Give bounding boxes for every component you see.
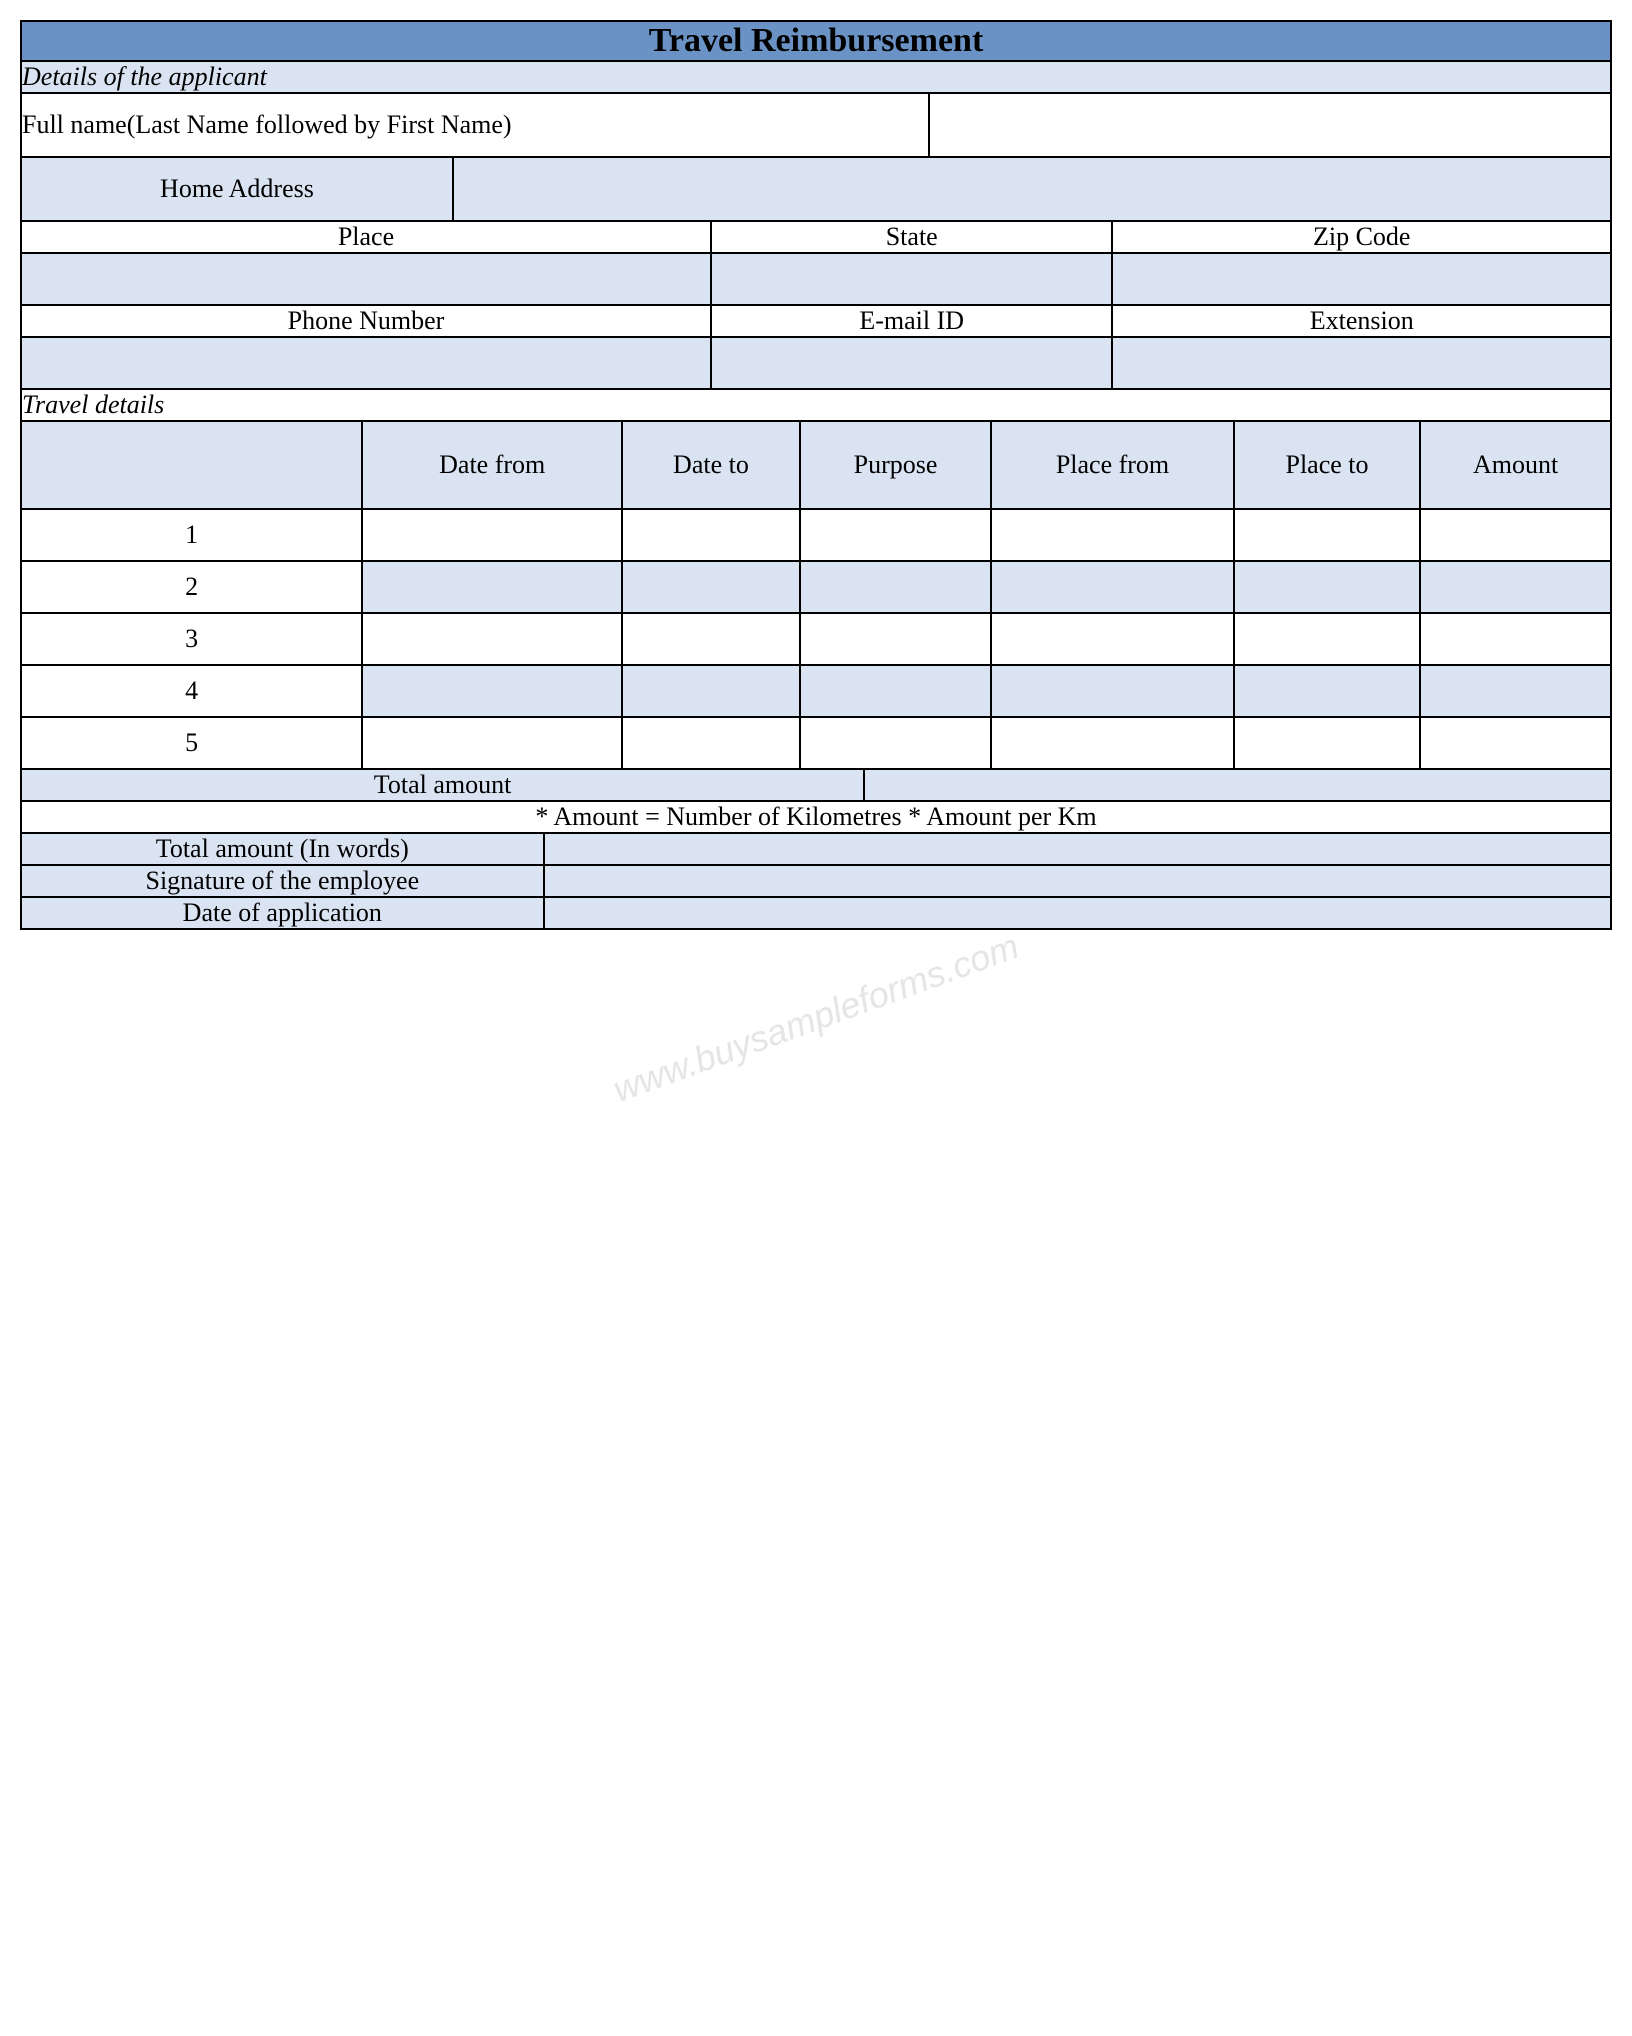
email-input[interactable] <box>711 337 1113 389</box>
col-place-from: Place from <box>991 421 1234 509</box>
amount-note: * Amount = Number of Kilometres * Amount… <box>21 801 1611 833</box>
row-2-dateto[interactable] <box>622 561 800 613</box>
section-travel-header: Travel details <box>21 389 1611 421</box>
state-label: State <box>711 221 1113 253</box>
ext-input[interactable] <box>1112 337 1611 389</box>
place-input[interactable] <box>21 253 711 305</box>
row-4-purpose[interactable] <box>800 665 991 717</box>
row-1-purpose[interactable] <box>800 509 991 561</box>
total-words-input[interactable] <box>544 833 1611 865</box>
row-1-amount[interactable] <box>1420 509 1611 561</box>
state-input[interactable] <box>711 253 1113 305</box>
row-3-amount[interactable] <box>1420 613 1611 665</box>
phone-label: Phone Number <box>21 305 711 337</box>
col-place-to: Place to <box>1234 421 1421 509</box>
row-5-num: 5 <box>21 717 362 769</box>
row-5-amount[interactable] <box>1420 717 1611 769</box>
row-2-amount[interactable] <box>1420 561 1611 613</box>
row-1-datefrom[interactable] <box>362 509 622 561</box>
date-app-input[interactable] <box>544 897 1611 929</box>
row-5-purpose[interactable] <box>800 717 991 769</box>
row-3-placeto[interactable] <box>1234 613 1421 665</box>
row-5-placefrom[interactable] <box>991 717 1234 769</box>
row-3-placefrom[interactable] <box>991 613 1234 665</box>
row-3-num: 3 <box>21 613 362 665</box>
row-3-dateto[interactable] <box>622 613 800 665</box>
row-2-datefrom[interactable] <box>362 561 622 613</box>
form-table: Travel Reimbursement Details of the appl… <box>20 20 1612 930</box>
signature-input[interactable] <box>544 865 1611 897</box>
row-4-amount[interactable] <box>1420 665 1611 717</box>
home-address-label: Home Address <box>21 157 453 221</box>
row-4-num: 4 <box>21 665 362 717</box>
row-5-datefrom[interactable] <box>362 717 622 769</box>
form-title: Travel Reimbursement <box>21 21 1611 61</box>
row-3-datefrom[interactable] <box>362 613 622 665</box>
email-label: E-mail ID <box>711 305 1113 337</box>
row-4-placeto[interactable] <box>1234 665 1421 717</box>
signature-label: Signature of the employee <box>21 865 544 897</box>
row-2-placefrom[interactable] <box>991 561 1234 613</box>
row-4-datefrom[interactable] <box>362 665 622 717</box>
row-5-dateto[interactable] <box>622 717 800 769</box>
section-applicant-header: Details of the applicant <box>21 61 1611 93</box>
home-address-input[interactable] <box>453 157 1611 221</box>
full-name-input[interactable] <box>929 93 1611 157</box>
row-3-purpose[interactable] <box>800 613 991 665</box>
place-label: Place <box>21 221 711 253</box>
watermark-text: www.buysampleforms.com <box>608 925 1025 1111</box>
col-amount: Amount <box>1420 421 1611 509</box>
row-4-dateto[interactable] <box>622 665 800 717</box>
zip-label: Zip Code <box>1112 221 1611 253</box>
col-blank <box>21 421 362 509</box>
total-amount-input[interactable] <box>864 769 1611 801</box>
row-1-placeto[interactable] <box>1234 509 1421 561</box>
row-2-num: 2 <box>21 561 362 613</box>
row-2-purpose[interactable] <box>800 561 991 613</box>
full-name-label: Full name(Last Name followed by First Na… <box>21 93 929 157</box>
total-words-label: Total amount (In words) <box>21 833 544 865</box>
zip-input[interactable] <box>1112 253 1611 305</box>
total-amount-label: Total amount <box>21 769 864 801</box>
phone-input[interactable] <box>21 337 711 389</box>
row-1-placefrom[interactable] <box>991 509 1234 561</box>
row-1-num: 1 <box>21 509 362 561</box>
row-5-placeto[interactable] <box>1234 717 1421 769</box>
col-date-to: Date to <box>622 421 800 509</box>
row-1-dateto[interactable] <box>622 509 800 561</box>
row-4-placefrom[interactable] <box>991 665 1234 717</box>
date-app-label: Date of application <box>21 897 544 929</box>
ext-label: Extension <box>1112 305 1611 337</box>
col-date-from: Date from <box>362 421 622 509</box>
col-purpose: Purpose <box>800 421 991 509</box>
row-2-placeto[interactable] <box>1234 561 1421 613</box>
